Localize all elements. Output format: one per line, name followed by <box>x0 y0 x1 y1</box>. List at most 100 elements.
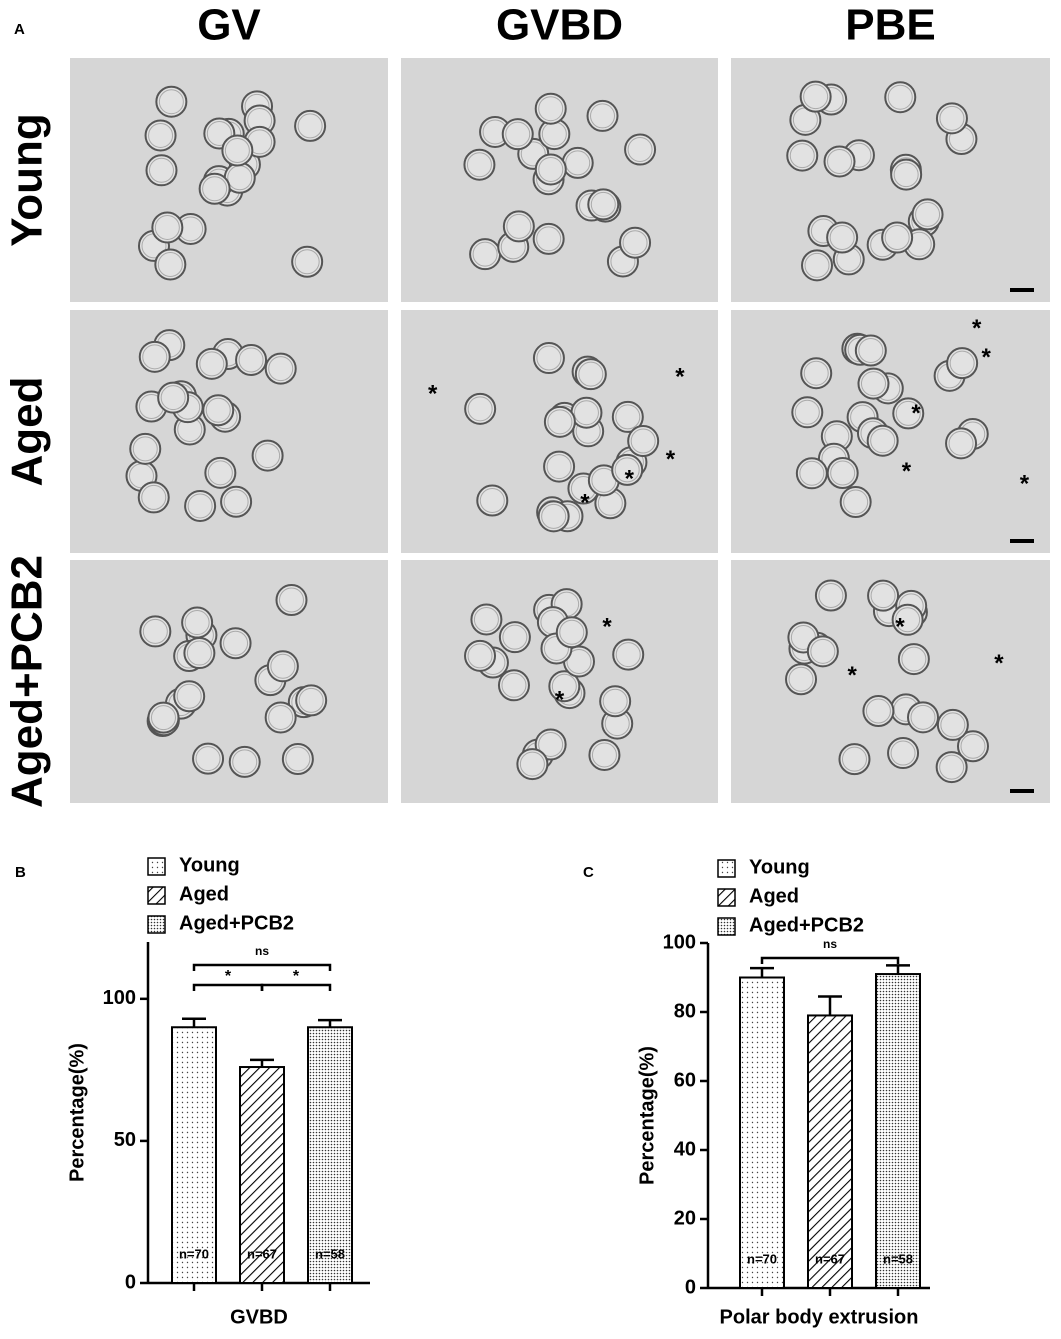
oocyte <box>867 579 900 612</box>
oocyte-inner <box>870 428 896 454</box>
oocyte <box>884 81 917 114</box>
oocyte-inner <box>205 397 231 423</box>
oocyte <box>786 139 819 172</box>
micrograph: ***** <box>731 310 1050 553</box>
oocyte <box>470 603 503 636</box>
oocyte <box>945 427 978 460</box>
scale-bar <box>1010 288 1034 292</box>
oocyte <box>155 85 188 118</box>
oocyte-inner <box>627 137 653 163</box>
oocyte-inner <box>502 624 528 650</box>
oocyte-inner <box>501 672 527 698</box>
oocyte <box>144 119 177 152</box>
oocyte <box>956 730 989 763</box>
oocyte-inner <box>536 226 562 252</box>
micrograph <box>70 58 388 302</box>
oocyte-inner <box>789 143 815 169</box>
legend-label: Aged <box>179 883 229 905</box>
oocyte-inner <box>479 488 505 514</box>
oocyte-inner <box>154 214 180 240</box>
y-tick-label: 0 <box>685 1276 696 1298</box>
y-tick-label: 50 <box>114 1129 136 1151</box>
y-tick-label: 80 <box>674 1000 696 1022</box>
y-tick-label: 40 <box>674 1138 696 1160</box>
oocyte-inner <box>160 385 186 411</box>
oocyte-inner <box>794 399 820 425</box>
scale-bar <box>1010 789 1034 793</box>
n-label: n=58 <box>883 1251 913 1266</box>
oocyte <box>891 603 924 636</box>
oocyte <box>624 133 657 166</box>
bar <box>807 1014 853 1289</box>
significance-bracket <box>192 963 332 971</box>
oocyte-inner <box>207 460 233 486</box>
oocyte-inner <box>270 653 296 679</box>
oocyte-inner <box>520 141 546 167</box>
oocyte <box>800 357 833 390</box>
oocyte <box>295 684 328 717</box>
oocyte-inner <box>184 610 210 636</box>
oocyte-inner <box>541 503 567 529</box>
asterisk: * <box>848 662 858 689</box>
bar <box>307 1026 353 1284</box>
oocyte <box>516 748 549 781</box>
oocyte-inner <box>578 361 604 387</box>
oocyte <box>586 99 619 132</box>
y-tick-label: 100 <box>103 987 136 1009</box>
oocyte <box>463 148 496 181</box>
bar <box>239 1066 285 1284</box>
oocyte <box>588 738 621 771</box>
significance-bracket <box>192 983 264 991</box>
oocyte <box>228 745 261 778</box>
y-tick-label: 100 <box>663 931 696 953</box>
oocyte <box>543 405 576 438</box>
oocyte-inner <box>622 230 648 256</box>
bar <box>875 973 921 1289</box>
asterisk: * <box>666 446 676 473</box>
oocyte-inner <box>294 249 320 275</box>
oocyte-inner <box>298 687 324 713</box>
significance-label: * <box>293 968 300 985</box>
asterisk: * <box>972 315 982 342</box>
oocyte-inner <box>615 642 641 668</box>
oocyte <box>537 500 570 533</box>
panel-label: C <box>583 864 594 881</box>
oocyte <box>627 425 660 458</box>
oocyte <box>498 621 531 654</box>
panel-label: A <box>14 21 25 38</box>
oocyte-inner <box>519 751 545 777</box>
oocyte <box>532 222 565 255</box>
oocyte <box>464 639 497 672</box>
oocyte-inner <box>132 436 158 462</box>
oocyte <box>275 584 308 617</box>
oocyte-inner <box>473 606 499 632</box>
legend-swatch <box>147 915 166 934</box>
oocyte-inner <box>615 404 641 430</box>
oocyte <box>866 424 899 457</box>
oocyte-inner <box>841 746 867 772</box>
oocyte-inner <box>157 251 183 277</box>
oocyte-inner <box>565 150 591 176</box>
oocyte-inner <box>818 583 844 609</box>
bar <box>739 976 785 1289</box>
oocyte <box>890 158 923 191</box>
oocyte-inner <box>827 148 853 174</box>
oocyte-inner <box>467 396 493 422</box>
panel-label: B <box>15 864 26 881</box>
legend-swatch <box>147 857 166 876</box>
oocyte-inner <box>830 460 856 486</box>
oocyte-inner <box>547 409 573 435</box>
oocyte-inner <box>546 454 572 480</box>
oocyte <box>881 221 914 254</box>
legend-swatch <box>717 917 736 936</box>
oocyte <box>611 453 644 486</box>
oocyte <box>799 80 832 113</box>
oocyte <box>911 198 944 231</box>
significance-label: ns <box>255 944 269 958</box>
oocyte-inner <box>602 688 628 714</box>
oocyte-inner <box>142 618 168 644</box>
oocyte <box>555 616 588 649</box>
column-header: GV <box>197 1 261 50</box>
oocyte-inner <box>551 673 577 699</box>
